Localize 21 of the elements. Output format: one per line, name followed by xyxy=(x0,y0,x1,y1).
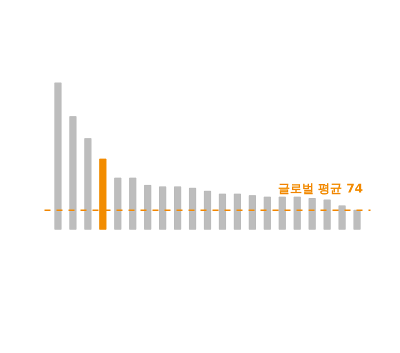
bar xyxy=(234,194,242,230)
bar xyxy=(248,195,256,230)
bar xyxy=(278,196,286,230)
bar xyxy=(338,205,346,230)
bar xyxy=(84,138,92,230)
bar xyxy=(294,196,301,230)
bar xyxy=(174,186,182,230)
bar xyxy=(69,116,77,230)
bar xyxy=(114,178,122,230)
bar xyxy=(264,196,271,230)
bar xyxy=(218,194,226,230)
bar xyxy=(129,178,136,230)
bar xyxy=(158,186,166,230)
bar xyxy=(308,198,316,230)
ref-line-label: 글로벌 평균 74 xyxy=(278,182,364,196)
bar xyxy=(204,190,212,230)
bar xyxy=(323,199,331,230)
bar xyxy=(188,188,196,230)
bar xyxy=(54,82,62,230)
bar xyxy=(144,184,152,230)
bar xyxy=(353,210,361,230)
